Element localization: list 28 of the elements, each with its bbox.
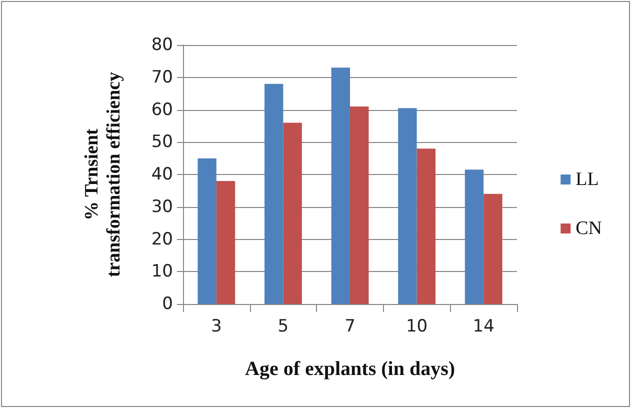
y-tick-label: 30	[151, 196, 173, 217]
bar	[198, 158, 216, 304]
bar	[416, 148, 436, 304]
bar	[283, 122, 302, 304]
bar	[398, 108, 417, 304]
y-tick-label: 70	[151, 67, 173, 88]
bar	[216, 180, 236, 304]
y-tick-label: 20	[151, 229, 173, 250]
bar	[464, 170, 484, 304]
x-tick-label: 14	[472, 316, 494, 336]
legend-label: CN	[576, 218, 602, 239]
y-tick-label: 80	[151, 35, 173, 55]
legend-label: LL	[576, 169, 599, 190]
x-tick-label: 5	[278, 316, 289, 336]
y-tick-label: 50	[151, 132, 173, 152]
x-tick-label: 10	[406, 316, 428, 336]
bar	[331, 68, 350, 304]
y-tick-label: 0	[162, 294, 173, 314]
y-tick-label: 60	[151, 100, 173, 120]
bar	[264, 84, 284, 304]
x-tick-label: 7	[344, 316, 356, 336]
bar	[350, 106, 369, 304]
y-tick-label: 40	[151, 164, 173, 184]
x-tick-label: 3	[210, 316, 222, 336]
y-axis-title: % Trnsient transformation efficiency	[82, 71, 124, 278]
bar	[484, 194, 502, 304]
x-axis-title: Age of explants (in days)	[244, 358, 456, 380]
y-tick-label: 10	[151, 262, 173, 282]
